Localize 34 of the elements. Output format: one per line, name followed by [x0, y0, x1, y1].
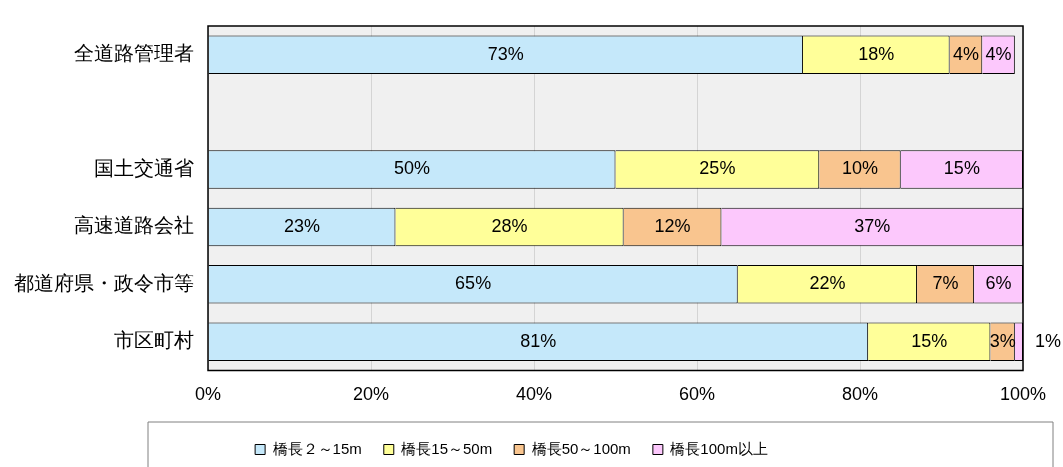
data-label: 37%	[854, 215, 891, 236]
y-tick-label: 都道府県・政令市等	[14, 271, 194, 294]
x-tick-label: 100%	[999, 384, 1047, 405]
data-label: 6%	[985, 273, 1012, 294]
data-label: 4%	[985, 43, 1012, 64]
y-tick-label: 高速道路会社	[74, 214, 194, 237]
legend-label: 橋長100m以上	[670, 439, 768, 457]
y-tick-label: 全道路管理者	[74, 42, 194, 65]
legend-label: 橋長15～50m	[401, 439, 493, 457]
data-label: 15%	[943, 158, 980, 179]
x-tick-label: 80%	[841, 384, 879, 405]
legend-label: 橋長２～15m	[272, 439, 362, 457]
data-label: 1%	[1035, 330, 1062, 351]
x-tick-label: 20%	[352, 384, 390, 405]
y-tick-label: 国土交通省	[94, 157, 194, 180]
data-label: 15%	[911, 330, 948, 351]
data-label: 28%	[491, 215, 528, 236]
data-label: 4%	[952, 43, 979, 64]
x-tick-label: 40%	[515, 384, 553, 405]
data-label: 50%	[393, 158, 431, 179]
data-label: 81%	[520, 330, 557, 351]
y-tick-label: 市区町村	[114, 329, 194, 352]
data-label: 12%	[654, 215, 691, 236]
data-label: 7%	[932, 273, 959, 294]
x-tick-label: 0%	[194, 384, 222, 405]
data-label: 25%	[699, 158, 736, 179]
data-label: 18%	[858, 43, 895, 64]
legend-label: 橋長50～100m	[531, 439, 631, 457]
data-label: 23%	[283, 215, 320, 236]
data-label: 10%	[841, 158, 879, 179]
data-label: 22%	[809, 273, 846, 294]
x-tick-label: 60%	[678, 384, 716, 405]
data-label: 73%	[487, 43, 524, 64]
data-label: 65%	[455, 273, 492, 294]
